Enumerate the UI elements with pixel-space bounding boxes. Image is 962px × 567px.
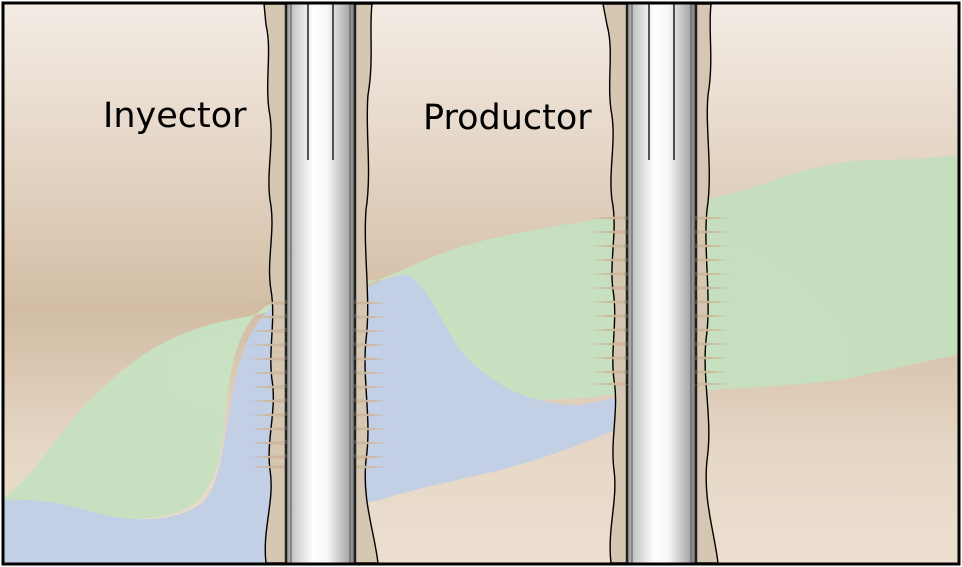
casing-perforation-holes	[285, 216, 697, 468]
producer-label: Productor	[423, 98, 592, 138]
injector-casing	[284, 4, 357, 563]
injector-label: Inyector	[103, 96, 247, 136]
injector-perforations	[250, 301, 388, 469]
producer-casing	[625, 4, 698, 563]
producer-perforations	[590, 216, 730, 386]
